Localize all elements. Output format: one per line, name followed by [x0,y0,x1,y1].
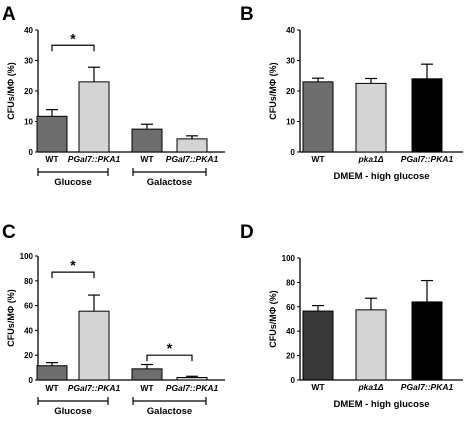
y-axis-label: CFUs/MΦ (%) [6,289,16,346]
category-label: WT [140,154,154,164]
y-tick-label: 20 [24,87,33,96]
panel-label: D [240,222,254,243]
category-label: PGal7::PKA1 [68,383,121,393]
y-tick-label: 20 [24,351,33,360]
y-tick-label: 80 [286,278,295,287]
bar [302,310,334,381]
category-label: PGal7::PKA1 [401,382,454,392]
category-label: pka1Δ [357,154,383,164]
y-tick-label: 40 [286,26,295,35]
y-tick-label: 0 [291,376,296,385]
panel-label: B [240,4,254,25]
y-tick-label: 40 [24,26,33,35]
bar [131,368,163,381]
category-label: WT [45,383,59,393]
y-tick-label: 30 [24,57,33,66]
bar [176,377,208,381]
category-label: PGal7::PKA1 [401,154,454,164]
group-label: Glucose [54,177,92,188]
y-tick-label: 0 [291,148,296,157]
x-axis-label: DMEM - high glucose [333,171,429,182]
y-tick-label: 20 [286,352,295,361]
y-axis-label: CFUs/MΦ (%) [6,62,16,119]
y-axis-label: CFUs/MΦ (%) [268,62,278,119]
bar [36,365,68,381]
bar [176,138,208,153]
bar [355,82,387,153]
y-tick-label: 100 [282,254,296,263]
y-axis-label: CFUs/MΦ (%) [268,290,278,347]
significance-bracket [51,44,95,52]
group-label: Glucose [54,406,92,417]
category-label: pka1Δ [357,382,383,392]
group-label: Galactose [147,406,192,417]
significance-bracket [51,271,95,279]
bar [411,78,443,153]
y-tick-label: 60 [286,303,295,312]
category-label: WT [140,383,154,393]
bar [131,128,163,153]
category-label: PGal7::PKA1 [166,154,219,164]
significance-star: * [167,340,173,356]
category-label: WT [45,154,59,164]
category-label: WT [311,154,325,164]
y-tick-label: 100 [20,252,34,261]
y-tick-label: 60 [24,302,33,311]
y-tick-label: 0 [29,376,34,385]
y-tick-label: 20 [286,87,295,96]
bar [78,81,110,153]
panel-label: C [2,222,16,243]
group-label: Galactose [147,177,192,188]
y-tick-label: 10 [286,118,295,127]
panel-label: A [2,4,16,25]
category-label: WT [311,382,325,392]
bar [78,310,110,381]
significance-bracket [146,354,193,362]
category-label: PGal7::PKA1 [166,383,219,393]
bar [36,115,68,153]
category-label: PGal7::PKA1 [68,154,121,164]
y-tick-label: 30 [286,57,295,66]
y-tick-label: 40 [286,327,295,336]
bar [302,81,334,153]
bar [411,301,443,381]
y-tick-label: 0 [29,148,34,157]
x-axis-label: DMEM - high glucose [333,399,429,410]
significance-star: * [70,30,76,46]
bar [355,309,387,381]
y-tick-label: 10 [24,118,33,127]
y-tick-label: 80 [24,277,33,286]
y-tick-label: 40 [24,326,33,335]
significance-star: * [70,257,76,273]
